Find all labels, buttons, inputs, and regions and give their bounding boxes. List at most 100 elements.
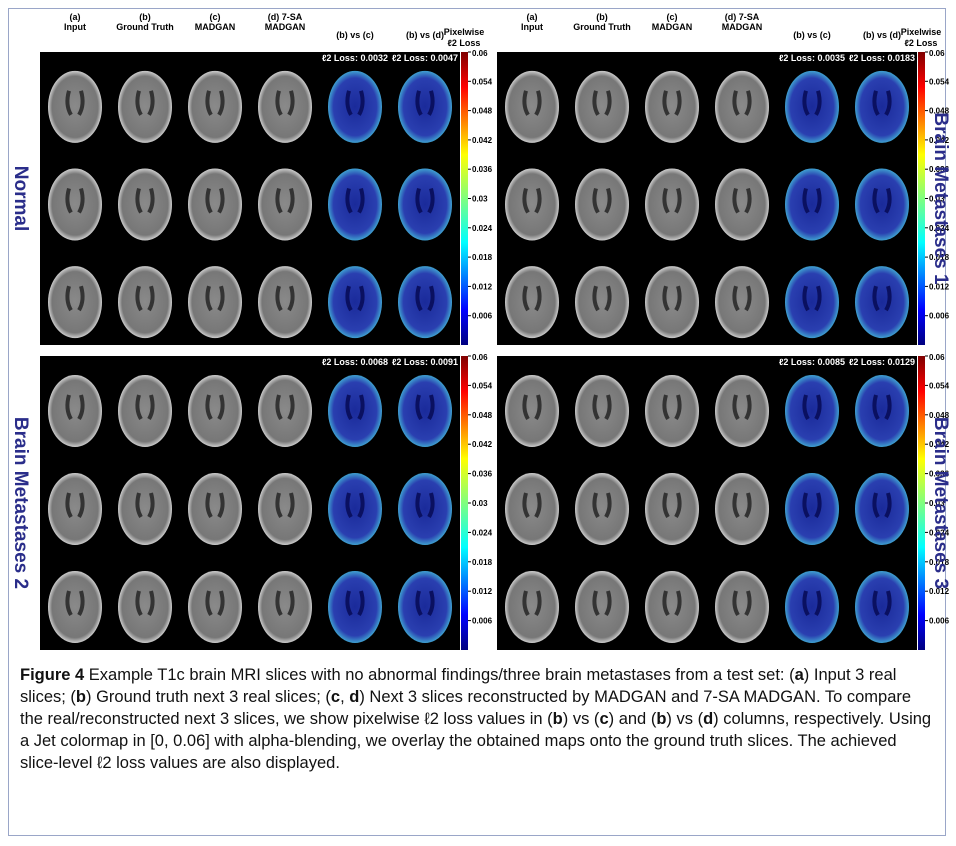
ventricle [275, 90, 295, 116]
brain-slice [398, 168, 452, 241]
ventricle [205, 285, 225, 312]
brain-slice [48, 473, 102, 545]
caption-label: Figure 4 [20, 666, 85, 684]
loss-label: ℓ2 Loss: 0.0047 [392, 53, 458, 63]
ventricle [802, 492, 822, 519]
ventricle [205, 590, 225, 617]
ventricle [65, 285, 85, 312]
colorbar-tick-label: 0.006 [472, 312, 493, 321]
ventricle [522, 90, 542, 116]
colorbar-title: Pixelwise [901, 27, 942, 37]
brain-slice [328, 473, 382, 545]
brain-slice [118, 168, 172, 241]
figure: ℓ2 Loss: 0.0032 ℓ2 Loss: 0.0047 0.06 0.054 0… [10, 12, 951, 650]
brain-slice [328, 266, 382, 339]
ventricle [802, 394, 822, 421]
ventricle [205, 492, 225, 519]
brain-slice [785, 70, 839, 143]
panel-label: Normal [10, 166, 31, 231]
brain-slice [188, 375, 242, 447]
ventricle [275, 590, 295, 617]
ventricle [65, 90, 85, 116]
colorbar-tick-label: 0.012 [472, 282, 493, 291]
ventricle [662, 285, 682, 312]
brain-slice [328, 375, 382, 447]
column-header: (a) [70, 12, 81, 22]
column-header: (a) [527, 12, 538, 22]
ventricle [592, 590, 612, 617]
colorbar-tick-label: 0.048 [929, 107, 950, 116]
brain-slice [188, 571, 242, 643]
brain-slice [785, 375, 839, 447]
brain-slice [398, 571, 452, 643]
brain-slice [258, 266, 312, 339]
ventricle [872, 492, 892, 519]
ventricle [592, 187, 612, 214]
loss-label: ℓ2 Loss: 0.0032 [322, 53, 388, 63]
colorbar-tick-label: 0.018 [472, 253, 493, 262]
colorbar-tick-label: 0.042 [929, 136, 950, 145]
ventricle [522, 492, 542, 519]
ventricle [275, 394, 295, 421]
colorbar-tick-label: 0.06 [929, 49, 945, 58]
ventricle [522, 394, 542, 421]
panel-background [40, 52, 460, 345]
brain-slice [645, 375, 699, 447]
brain-slice [118, 571, 172, 643]
brain-slice [48, 375, 102, 447]
ventricle [135, 492, 155, 519]
colorbar-title: ℓ2 Loss [905, 38, 938, 48]
brain-slice [855, 70, 909, 143]
column-header: (b) vs (c) [793, 30, 831, 40]
brain-slice [645, 70, 699, 143]
ventricle [415, 590, 435, 617]
caption-text: d [703, 710, 714, 728]
brain-slice [645, 168, 699, 241]
ventricle [522, 285, 542, 312]
caption-text: c [330, 688, 341, 706]
ventricle [345, 394, 365, 421]
loss-label: ℓ2 Loss: 0.0035 [779, 53, 845, 63]
colorbar-tick-label: 0.06 [472, 353, 488, 362]
colorbar-tick-label: 0.06 [929, 353, 945, 362]
caption-text: ) vs ( [562, 710, 600, 728]
ventricle [205, 394, 225, 421]
brain-slice [398, 375, 452, 447]
ventricle [732, 90, 752, 116]
ventricle [415, 492, 435, 519]
colorbar-tick-label: 0.054 [472, 381, 493, 390]
ventricle [135, 285, 155, 312]
brain-slice [258, 571, 312, 643]
brain-slice [715, 168, 769, 241]
ventricle [135, 90, 155, 116]
ventricle [872, 90, 892, 116]
ventricle [732, 394, 752, 421]
ventricle [65, 590, 85, 617]
brain-slice [118, 266, 172, 339]
column-header: Input [521, 22, 543, 32]
loss-label: ℓ2 Loss: 0.0129 [849, 357, 915, 367]
colorbar-tick-label: 0.054 [472, 77, 493, 86]
brain-slice [575, 571, 629, 643]
ventricle [415, 187, 435, 214]
brain-slice [575, 70, 629, 143]
ventricle [345, 590, 365, 617]
brain-slice [118, 473, 172, 545]
brain-slice [715, 70, 769, 143]
colorbar-tick-label: 0.006 [472, 617, 493, 626]
caption-text: ) Ground truth next 3 real slices; ( [86, 688, 331, 706]
ventricle [205, 187, 225, 214]
brain-slice [505, 266, 559, 339]
loss-label: ℓ2 Loss: 0.0091 [392, 357, 458, 367]
column-header: Ground Truth [116, 22, 174, 32]
colorbar-tick-label: 0.03 [929, 499, 945, 508]
loss-label: ℓ2 Loss: 0.0068 [322, 357, 388, 367]
colorbar-tick-label: 0.042 [472, 440, 493, 449]
panel-background [40, 356, 460, 650]
panel-label: Brain Metastases 3 [930, 417, 951, 589]
brain-slice [258, 168, 312, 241]
brain-slice [785, 168, 839, 241]
caption-text: Example T1c brain MRI slices with no abn… [84, 666, 795, 684]
ventricle [872, 394, 892, 421]
